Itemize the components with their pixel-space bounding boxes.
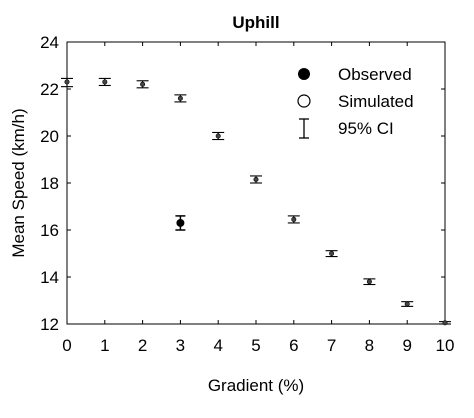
x-tick-label: 1	[100, 336, 109, 355]
x-tick-label: 2	[138, 336, 147, 355]
x-tick-label: 5	[251, 336, 260, 355]
simulated-point	[442, 320, 448, 326]
simulated-point	[404, 301, 410, 307]
simulated-point	[291, 216, 297, 222]
legend: Observed Simulated 95% CI	[297, 65, 414, 139]
x-tick-label: 9	[402, 336, 411, 355]
simulated-point	[253, 176, 259, 182]
y-tick-label: 18	[40, 174, 59, 193]
legend-observed-marker	[298, 68, 310, 80]
legend-ci-marker	[299, 118, 309, 139]
chart-title: Uphill	[232, 13, 279, 32]
legend-observed-label: Observed	[338, 65, 412, 84]
y-tick-label: 12	[40, 315, 59, 334]
y-tick-label: 24	[40, 33, 59, 52]
simulated-point	[177, 95, 183, 101]
simulated-point	[366, 279, 372, 285]
y-tick-label: 20	[40, 127, 59, 146]
observed-point	[176, 218, 185, 227]
x-tick-label: 7	[327, 336, 336, 355]
y-tick-label: 14	[40, 268, 59, 287]
x-tick-label: 8	[365, 336, 374, 355]
marks-layer	[61, 77, 451, 326]
simulated-point	[102, 79, 108, 85]
legend-simulated-marker	[297, 94, 311, 108]
x-tick-label: 0	[62, 336, 71, 355]
legend-ci-label: 95% CI	[338, 119, 394, 138]
x-axis-label: Gradient (%)	[208, 376, 304, 395]
simulated-point	[64, 79, 70, 85]
y-tick-label: 22	[40, 80, 59, 99]
y-tick-label: 16	[40, 221, 59, 240]
simulated-point	[215, 133, 221, 139]
simulated-point	[140, 81, 146, 87]
legend-simulated-label: Simulated	[338, 92, 414, 111]
x-tick-label: 10	[436, 336, 455, 355]
simulated-point	[329, 251, 335, 257]
y-axis-label: Mean Speed (km/h)	[9, 108, 28, 257]
x-tick-label: 3	[176, 336, 185, 355]
x-tick-label: 4	[213, 336, 222, 355]
x-tick-label: 6	[289, 336, 298, 355]
